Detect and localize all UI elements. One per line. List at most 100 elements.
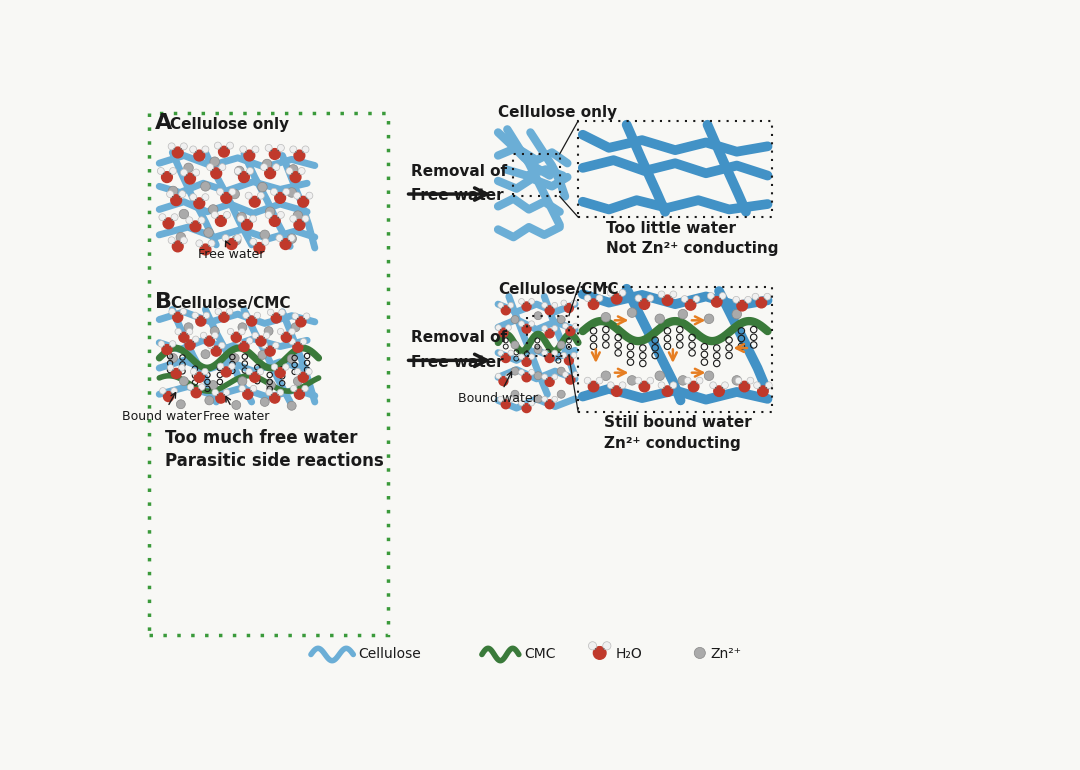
Circle shape: [212, 212, 218, 219]
Circle shape: [552, 350, 557, 356]
Circle shape: [279, 309, 285, 316]
Circle shape: [261, 342, 268, 349]
Circle shape: [542, 326, 548, 331]
Circle shape: [301, 385, 308, 392]
Bar: [527, 316, 569, 356]
Circle shape: [505, 373, 512, 379]
Circle shape: [306, 192, 313, 199]
Circle shape: [739, 381, 750, 392]
Circle shape: [179, 377, 188, 386]
Circle shape: [545, 353, 554, 363]
Circle shape: [552, 303, 557, 308]
Circle shape: [280, 239, 291, 249]
Text: Cellulose only: Cellulose only: [498, 105, 617, 120]
Circle shape: [168, 308, 175, 315]
Bar: [578, 121, 772, 217]
Circle shape: [198, 217, 205, 224]
Circle shape: [232, 400, 241, 410]
Circle shape: [246, 168, 254, 175]
Circle shape: [289, 146, 297, 153]
Circle shape: [205, 396, 214, 405]
Circle shape: [518, 400, 525, 406]
Circle shape: [508, 350, 514, 356]
Circle shape: [298, 168, 306, 175]
Circle shape: [192, 336, 199, 343]
Circle shape: [202, 146, 208, 153]
Circle shape: [647, 295, 653, 302]
Circle shape: [647, 377, 653, 384]
Circle shape: [596, 377, 603, 384]
Circle shape: [286, 168, 293, 175]
Circle shape: [508, 397, 514, 402]
Circle shape: [302, 216, 309, 223]
Circle shape: [194, 150, 205, 161]
Circle shape: [294, 219, 305, 230]
Circle shape: [249, 239, 257, 246]
Circle shape: [239, 328, 245, 335]
Circle shape: [192, 312, 199, 319]
Circle shape: [268, 309, 274, 316]
Circle shape: [171, 214, 178, 221]
Circle shape: [271, 313, 281, 323]
Circle shape: [281, 333, 292, 342]
Circle shape: [522, 302, 531, 311]
Circle shape: [252, 146, 259, 153]
Circle shape: [535, 312, 542, 320]
Text: Free water: Free water: [199, 241, 265, 261]
Circle shape: [260, 397, 269, 407]
Circle shape: [496, 325, 501, 330]
Circle shape: [747, 377, 754, 384]
Circle shape: [217, 363, 224, 370]
Circle shape: [168, 353, 177, 363]
Circle shape: [670, 382, 677, 389]
Circle shape: [214, 142, 221, 149]
Circle shape: [505, 325, 512, 330]
Circle shape: [678, 310, 688, 319]
Circle shape: [269, 149, 280, 159]
Circle shape: [204, 336, 214, 347]
Circle shape: [201, 182, 211, 191]
Circle shape: [535, 346, 542, 353]
Circle shape: [202, 368, 208, 375]
Circle shape: [168, 237, 175, 244]
Circle shape: [181, 336, 188, 343]
Circle shape: [511, 390, 519, 398]
Circle shape: [208, 240, 215, 247]
Circle shape: [566, 326, 575, 336]
Circle shape: [732, 310, 742, 319]
Circle shape: [210, 157, 219, 166]
Circle shape: [245, 192, 252, 199]
Circle shape: [542, 303, 548, 308]
Text: Cellulose only: Cellulose only: [170, 117, 289, 132]
Circle shape: [704, 314, 714, 323]
Circle shape: [287, 401, 296, 410]
Circle shape: [658, 382, 665, 389]
Circle shape: [571, 353, 577, 358]
Circle shape: [239, 172, 249, 182]
Circle shape: [190, 368, 197, 375]
Circle shape: [208, 380, 218, 390]
Circle shape: [278, 389, 284, 396]
Circle shape: [639, 299, 649, 310]
Circle shape: [496, 373, 501, 379]
Circle shape: [167, 364, 174, 371]
Text: Too much free water: Too much free water: [164, 429, 357, 447]
Circle shape: [557, 341, 565, 349]
Circle shape: [265, 168, 275, 179]
Circle shape: [254, 312, 260, 319]
Circle shape: [288, 235, 295, 242]
Circle shape: [572, 372, 579, 377]
Circle shape: [246, 337, 253, 344]
Circle shape: [658, 291, 665, 298]
Circle shape: [289, 338, 296, 345]
Circle shape: [735, 377, 742, 384]
Circle shape: [238, 216, 244, 223]
Circle shape: [211, 326, 219, 336]
Circle shape: [185, 340, 195, 350]
Circle shape: [257, 368, 264, 375]
Circle shape: [589, 641, 596, 650]
Circle shape: [707, 293, 714, 300]
Circle shape: [270, 393, 280, 403]
Circle shape: [251, 385, 257, 392]
Circle shape: [266, 145, 272, 152]
